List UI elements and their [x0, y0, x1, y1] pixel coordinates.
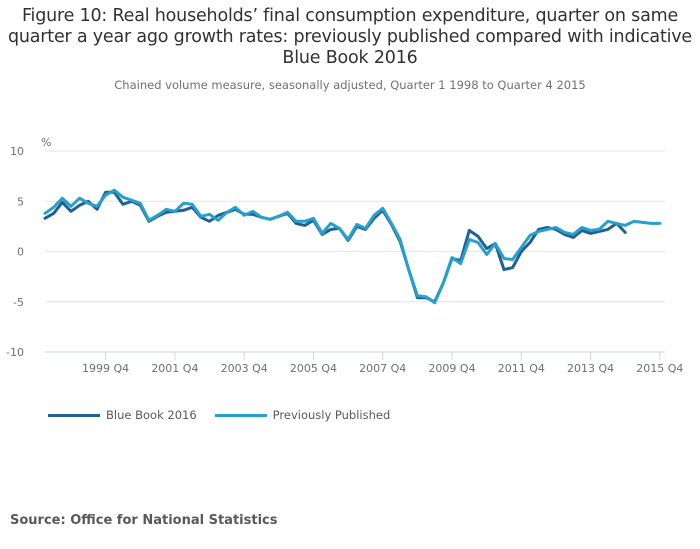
x-tick-label: 2003 Q4: [221, 362, 268, 375]
x-tick-label: 2009 Q4: [428, 362, 475, 375]
source-note: Source: Office for National Statistics: [10, 513, 278, 528]
line-chart: 10 5 0 -5 -10 % 1999 Q4 2001 Q4 2003 Q4 2005 Q4…: [6, 136, 683, 375]
y-tick-label: 10: [10, 145, 24, 158]
y-tick-label: 5: [17, 195, 24, 208]
legend: Blue Book 2016 Previously Published: [48, 408, 408, 422]
series-line-blue-book-2016: [43, 190, 627, 304]
x-axis: 1999 Q4 2001 Q4 2003 Q4 2005 Q4 2007 Q4 2009 …: [45, 351, 683, 375]
legend-item-blue-book-2016[interactable]: Blue Book 2016: [48, 408, 197, 422]
chart-title: Figure 10: Real households’ final consum…: [7, 6, 693, 68]
x-tick-label: 2015 Q4: [636, 362, 683, 375]
legend-swatch-previously-published: [214, 413, 267, 417]
x-tick-label: 2001 Q4: [151, 362, 198, 375]
y-axis: 10 5 0 -5 -10: [6, 145, 24, 359]
legend-item-previously-published[interactable]: Previously Published: [214, 408, 391, 422]
series-line-previously-published: [43, 188, 662, 305]
gridlines: [45, 150, 665, 303]
y-tick-label: -5: [13, 296, 24, 309]
series-lines: [43, 188, 662, 305]
x-tick-label: 2005 Q4: [290, 362, 337, 375]
y-tick-label: 0: [17, 246, 24, 259]
legend-swatch-blue-book-2016: [48, 413, 100, 417]
x-tick-label: 2013 Q4: [567, 362, 614, 375]
x-tick-label: 2007 Q4: [359, 362, 406, 375]
y-axis-unit-label: %: [41, 136, 51, 149]
chart-subtitle: Chained volume measure, seasonally adjus…: [114, 78, 586, 92]
x-tick-label: 1999 Q4: [82, 362, 129, 375]
y-tick-label: -10: [6, 346, 24, 359]
legend-label: Previously Published: [272, 408, 391, 422]
x-tick-label: 2011 Q4: [498, 362, 545, 375]
legend-label: Blue Book 2016: [106, 408, 197, 422]
